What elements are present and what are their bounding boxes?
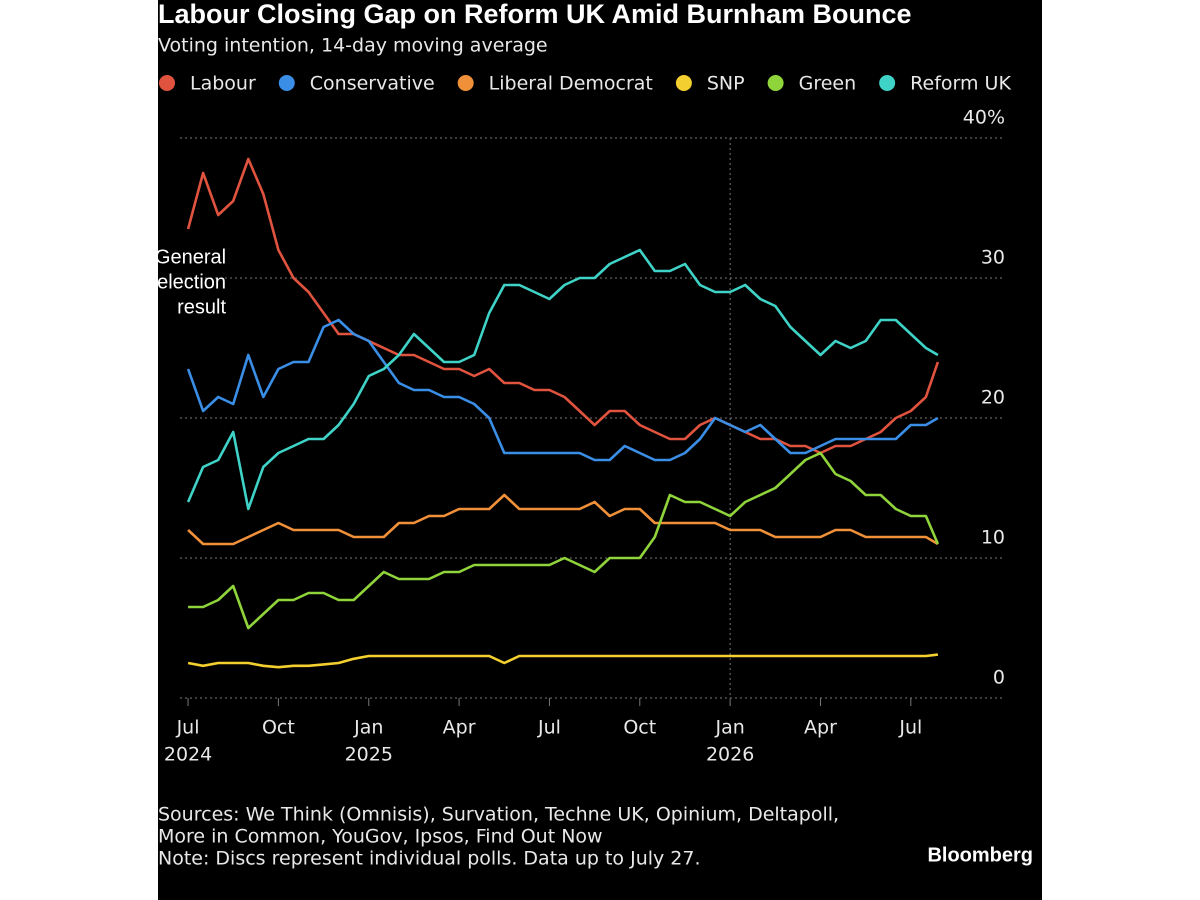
- series-line: [186, 248, 939, 511]
- panel: [158, 0, 1042, 900]
- sources: More in Common, YouGov, Ipsos, Find Out …: [158, 826, 603, 848]
- plot: 0 10 20 30 40% Jul Oct Jan Apr Jul Oct Jan Apr Jul 202…: [155, 107, 1005, 766]
- legend-label: Reform UK: [910, 73, 1011, 95]
- annotation: result: [177, 296, 226, 318]
- x-tick-label: Apr: [443, 717, 476, 739]
- chart-subtitle: Voting intention, 14-day moving average: [158, 35, 548, 57]
- series-line: [186, 157, 940, 455]
- legend-swatch: [457, 75, 474, 91]
- x-tick-label: Jul: [537, 717, 561, 739]
- note: Note: Discs represent individual polls. …: [158, 848, 701, 870]
- y-tick-label: 20: [981, 387, 1005, 409]
- x-tick-label: Oct: [623, 717, 656, 739]
- legend-label: Conservative: [310, 73, 435, 95]
- series-line: [187, 653, 939, 669]
- legend-swatch: [159, 75, 175, 91]
- series-line: [188, 451, 940, 630]
- legend-swatch: [278, 75, 295, 91]
- annotation: General: [155, 246, 226, 268]
- y-tick-label: 0: [993, 667, 1005, 689]
- x-tick-label: Jan: [714, 717, 744, 739]
- legend-swatch: [675, 75, 692, 91]
- brand: Bloomberg: [927, 844, 1033, 866]
- x-tick-year: 2026: [706, 744, 754, 766]
- annotation: election: [157, 271, 226, 293]
- y-tick-label: 40%: [963, 107, 1005, 129]
- legend-label: SNP: [707, 73, 745, 95]
- sources: Sources: We Think (Omnisis), Survation, …: [158, 804, 839, 826]
- x-tick-label: Apr: [804, 717, 837, 739]
- series-line: [187, 493, 939, 546]
- x-tick-label: Jan: [353, 717, 383, 739]
- chart-title: Labour Closing Gap on Reform UK Amid Bur…: [158, 0, 912, 29]
- y-tick-label: 10: [981, 527, 1005, 549]
- legend-swatch: [879, 75, 896, 91]
- legend-swatch: [767, 75, 784, 91]
- x-tick-year: 2024: [164, 744, 212, 766]
- series-line: [186, 318, 939, 462]
- x-tick-label: Oct: [262, 717, 295, 739]
- legend-label: Green: [799, 73, 857, 95]
- x-tick-label: Jul: [898, 717, 922, 739]
- legend-label: Liberal Democrat: [489, 73, 653, 95]
- y-tick-label: 30: [981, 247, 1005, 269]
- x-tick-label: Jul: [176, 717, 200, 739]
- x-tick-year: 2025: [345, 744, 393, 766]
- legend-label: Labour: [190, 73, 256, 95]
